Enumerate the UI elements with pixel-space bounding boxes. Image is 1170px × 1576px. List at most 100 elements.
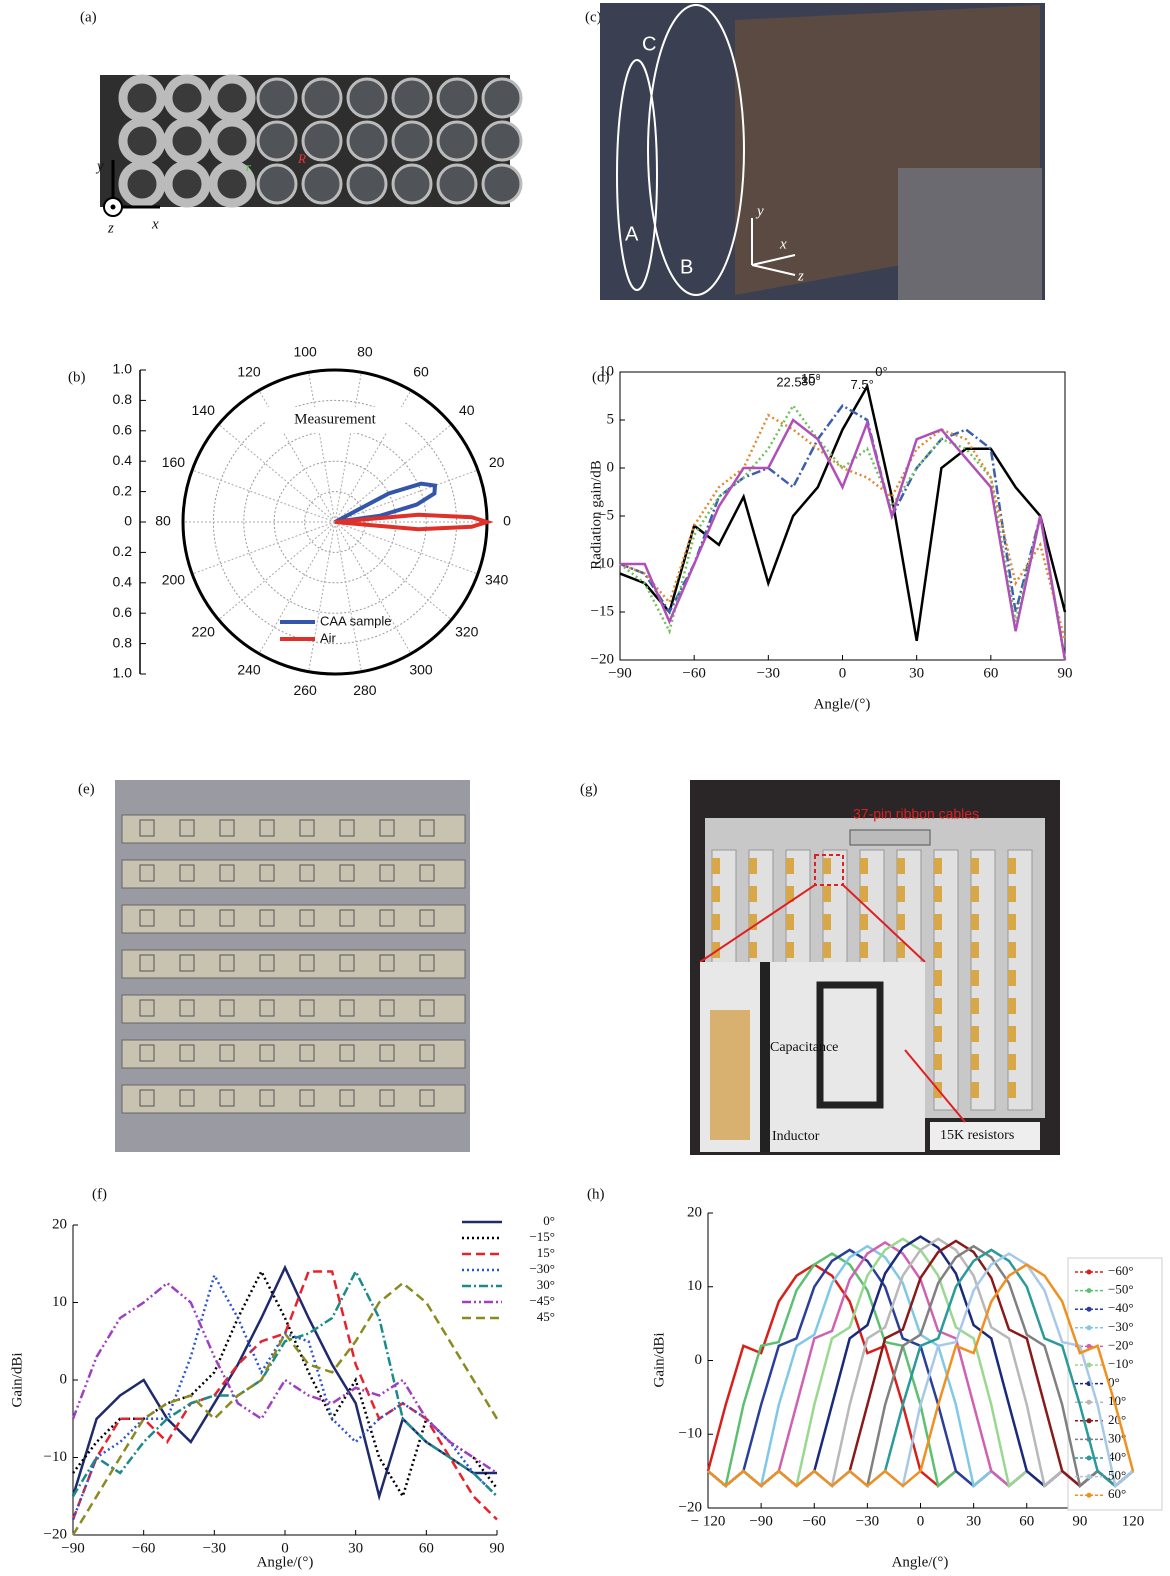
series-line bbox=[71, 1281, 499, 1536]
annotation-bg bbox=[265, 407, 405, 433]
axis-letter: r bbox=[246, 159, 252, 174]
theta-tick-label: 20 bbox=[489, 454, 505, 470]
plates bbox=[121, 814, 466, 1114]
ring bbox=[346, 163, 388, 205]
legend-marker bbox=[1086, 1474, 1092, 1480]
x-axis-label: Angle/(°) bbox=[814, 696, 871, 712]
y-axis-label: Radiation gain/dB bbox=[588, 460, 604, 570]
cell bbox=[179, 819, 195, 837]
cell bbox=[419, 999, 435, 1017]
x-tick-label: −90 bbox=[608, 665, 631, 681]
cell bbox=[419, 1044, 435, 1062]
x-tick-label: 90 bbox=[490, 1540, 505, 1556]
pad bbox=[934, 914, 942, 930]
legend-marker bbox=[1086, 1362, 1092, 1368]
ring bbox=[346, 120, 388, 162]
axis-origin bbox=[110, 204, 116, 210]
pad bbox=[971, 1082, 979, 1098]
theta-tick-label: 340 bbox=[485, 572, 509, 588]
cell bbox=[219, 819, 235, 837]
cell bbox=[219, 864, 235, 882]
pad bbox=[934, 942, 942, 958]
ring bbox=[481, 77, 523, 119]
legend-label: 45° bbox=[537, 1309, 555, 1324]
legend-label: Air bbox=[320, 630, 337, 645]
series-annotation: 15° bbox=[801, 371, 821, 386]
grid-spoke bbox=[334, 521, 479, 575]
r-tick-label: 1.0 bbox=[113, 665, 133, 681]
grid-spoke bbox=[191, 469, 336, 523]
pad bbox=[971, 998, 979, 1014]
cell bbox=[419, 909, 435, 927]
cell bbox=[259, 909, 275, 927]
legend-label: CAA sample bbox=[320, 613, 392, 628]
theta-tick-label: 0 bbox=[503, 513, 511, 529]
ring bbox=[208, 74, 256, 122]
x-tick-label: 0 bbox=[839, 665, 847, 681]
pad bbox=[712, 858, 720, 874]
x-tick-label: −30 bbox=[856, 1513, 879, 1529]
marker: C bbox=[642, 33, 656, 55]
legend-marker bbox=[1086, 1269, 1092, 1275]
x-tick-label: −30 bbox=[203, 1540, 226, 1556]
x-tick-label: −30 bbox=[757, 665, 780, 681]
series-annotation: 22.5° bbox=[776, 375, 807, 390]
panel-label: (g) bbox=[580, 781, 598, 797]
grid-spoke bbox=[334, 469, 479, 523]
pad bbox=[934, 1054, 942, 1070]
pad bbox=[971, 914, 979, 930]
x-tick-label: 30 bbox=[966, 1513, 981, 1529]
r-tick-label: 1.0 bbox=[113, 361, 133, 377]
cell bbox=[179, 864, 195, 882]
ring bbox=[208, 117, 256, 165]
cell bbox=[259, 999, 275, 1017]
x-tick-label: 90 bbox=[1072, 1513, 1087, 1529]
r-tick-label: 0.4 bbox=[113, 452, 133, 468]
x-tick-label: − 120 bbox=[691, 1513, 726, 1529]
legend-marker bbox=[1086, 1492, 1092, 1498]
cell bbox=[379, 999, 395, 1017]
grid-ring bbox=[304, 491, 366, 553]
y-tick-label: 10 bbox=[52, 1294, 67, 1310]
axis-arrow bbox=[751, 254, 796, 266]
pad bbox=[934, 998, 942, 1014]
r-tick-label: 0.2 bbox=[113, 482, 133, 498]
cell bbox=[379, 909, 395, 927]
ring bbox=[256, 163, 298, 205]
inset bbox=[898, 168, 1042, 300]
y-tick-label: 10 bbox=[599, 363, 614, 379]
cell bbox=[219, 954, 235, 972]
pad bbox=[1008, 942, 1016, 958]
series-line bbox=[71, 1270, 498, 1521]
legend-marker bbox=[1086, 1325, 1092, 1331]
y-tick-label: −20 bbox=[591, 651, 614, 667]
ring bbox=[118, 117, 166, 165]
cell bbox=[379, 1044, 395, 1062]
theta-tick-label: 220 bbox=[192, 623, 216, 639]
ring bbox=[118, 160, 166, 208]
series-line bbox=[71, 1264, 497, 1501]
cell bbox=[339, 1089, 355, 1107]
pad bbox=[971, 858, 979, 874]
pad bbox=[897, 886, 905, 902]
legend-label: 50° bbox=[1108, 1468, 1126, 1483]
x-tick-label: 30 bbox=[909, 665, 924, 681]
x-tick-label: −60 bbox=[682, 665, 705, 681]
grid-spoke bbox=[308, 521, 336, 672]
legend-label: −60° bbox=[1108, 1263, 1134, 1278]
label-box bbox=[930, 1122, 1040, 1150]
cell bbox=[139, 909, 155, 927]
ring bbox=[436, 120, 478, 162]
x-tick-label: 60 bbox=[419, 1540, 434, 1556]
theta-tick-label: 120 bbox=[237, 364, 261, 380]
axis-letter: z bbox=[107, 220, 114, 236]
pad bbox=[786, 914, 794, 930]
pad bbox=[934, 970, 942, 986]
cell bbox=[179, 909, 195, 927]
x-tick-label: 0 bbox=[917, 1513, 925, 1529]
ring bbox=[118, 74, 166, 122]
zoom-line bbox=[699, 884, 816, 963]
pad bbox=[1008, 998, 1016, 1014]
